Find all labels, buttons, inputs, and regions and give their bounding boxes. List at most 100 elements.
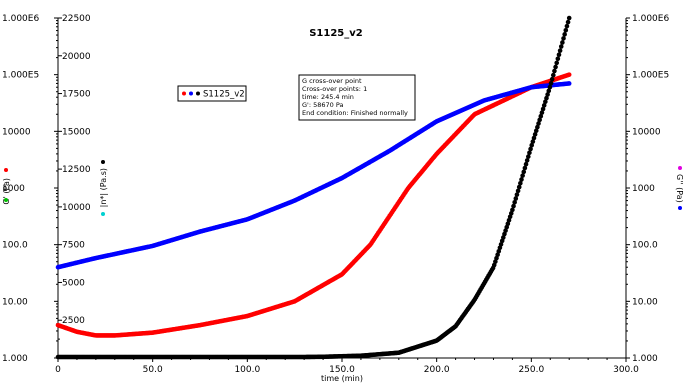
series-point	[519, 177, 524, 182]
legend-blue-dot	[189, 91, 193, 96]
x-tick-label: 50.0	[143, 365, 163, 375]
y-right-log-label: 1.000E5	[632, 71, 669, 81]
series-point	[521, 169, 527, 175]
g-double-prime-blue-marker	[678, 206, 682, 210]
series-point	[533, 128, 539, 134]
y-right-log-label: 10000	[632, 127, 661, 137]
series-point	[565, 19, 571, 25]
y-left-lin-label: 5000	[62, 278, 85, 288]
series-point	[554, 60, 560, 66]
y-right-label: G'' (Pa)	[675, 174, 684, 203]
y-left-inner-label-group: |n*| (Pa.s)	[99, 160, 108, 216]
series-point	[546, 88, 552, 94]
y-right-log-label: 10.00	[632, 297, 658, 307]
series-point	[524, 158, 530, 163]
series-point	[536, 121, 541, 126]
y-right-log-label: 1.000	[632, 354, 658, 364]
g-prime-red-marker	[4, 168, 8, 172]
series-point	[550, 72, 556, 78]
y-left-outer-label: G' (Pa)	[2, 178, 11, 205]
series-point	[566, 15, 572, 21]
y-left-lin-label: 17500	[62, 90, 91, 100]
series-point	[541, 103, 547, 108]
y-left-log-label: 10000	[2, 127, 31, 137]
legend-entry: S1125_v2	[203, 90, 245, 100]
y-left-log-label: 1.000E5	[2, 71, 39, 81]
series-point	[535, 124, 540, 130]
series-point	[539, 110, 545, 115]
eta-cyan-marker	[101, 212, 105, 216]
series-point	[560, 40, 565, 45]
series-point	[537, 117, 542, 123]
y-left-log-label: 1.000	[2, 354, 28, 364]
series-point	[511, 203, 516, 209]
x-tick-label: 300.0	[613, 365, 639, 375]
series-point	[557, 48, 563, 53]
y-left-lin-label: 10000	[62, 203, 91, 213]
series-point	[515, 188, 521, 194]
series-point	[563, 27, 569, 33]
series-point	[545, 92, 550, 97]
x-axis-label: time (min)	[321, 374, 363, 383]
series-point	[513, 196, 519, 201]
y-left-log-label: 100.0	[2, 241, 28, 251]
series-2	[55, 15, 572, 360]
g-prime-green-marker	[4, 198, 8, 202]
series-point	[529, 142, 535, 148]
series-point	[548, 80, 554, 86]
x-tick-label: 0	[55, 365, 61, 375]
annotation-box	[298, 74, 416, 121]
y-left-lin-label: 15000	[62, 127, 91, 137]
y-left-inner-label: |n*| (Pa.s)	[99, 168, 108, 207]
y-left-lin-label: 20000	[62, 52, 91, 62]
series-point	[561, 36, 566, 41]
series-point	[531, 135, 537, 141]
series-point	[544, 95, 549, 101]
y-right-log-label: 100.0	[632, 241, 658, 251]
x-tick-label: 150.0	[329, 365, 355, 375]
series-point	[522, 165, 528, 171]
legend: S1125_v2	[177, 85, 247, 102]
y-left-lin-label: 12500	[62, 165, 91, 175]
series-point	[564, 23, 570, 29]
series-point	[549, 76, 555, 82]
eta-black-marker	[101, 160, 105, 164]
series-point	[516, 184, 522, 190]
series-point	[566, 81, 572, 86]
series-point	[530, 139, 536, 144]
series-point	[555, 56, 561, 62]
annotation-line: G': 58670 Pa	[302, 101, 343, 109]
y-left-lin-label: 22500	[62, 14, 91, 24]
series-point	[566, 72, 572, 77]
series-point	[532, 132, 538, 137]
series-1	[55, 81, 572, 270]
series-point	[520, 173, 525, 178]
x-tick-label: 250.0	[518, 365, 544, 375]
y-left-log-label: 10.00	[2, 297, 28, 307]
annotation-line: G cross-over point	[302, 77, 362, 85]
series-point	[510, 207, 515, 213]
series-point	[547, 84, 553, 90]
series-point	[526, 154, 531, 159]
series-point	[512, 199, 517, 205]
chart-title: S1125_v2	[309, 28, 363, 39]
series-point	[558, 44, 564, 49]
y-left-lin-label: 7500	[62, 241, 85, 251]
series-point	[538, 113, 544, 119]
y-left-log-label: 1.000E6	[2, 14, 39, 24]
data-series	[55, 15, 572, 360]
annotation-line: End condition: Finished normally	[302, 109, 408, 117]
axis-ticks: 0 50.0 100.0 150.0 200.0 250.0 300.01.00010.00…	[2, 14, 669, 375]
series-point	[527, 150, 532, 156]
legend-box	[177, 85, 247, 102]
series-point	[543, 99, 548, 105]
x-tick-label: 100.0	[234, 365, 260, 375]
y-right-log-label: 1.000E6	[632, 14, 669, 24]
annotation-line: Cross-over points: 1	[302, 85, 367, 93]
y-right-label-group: G'' (Pa)	[675, 166, 684, 210]
series-point	[528, 146, 533, 152]
annotation-line: time: 245.4 min	[302, 93, 354, 101]
